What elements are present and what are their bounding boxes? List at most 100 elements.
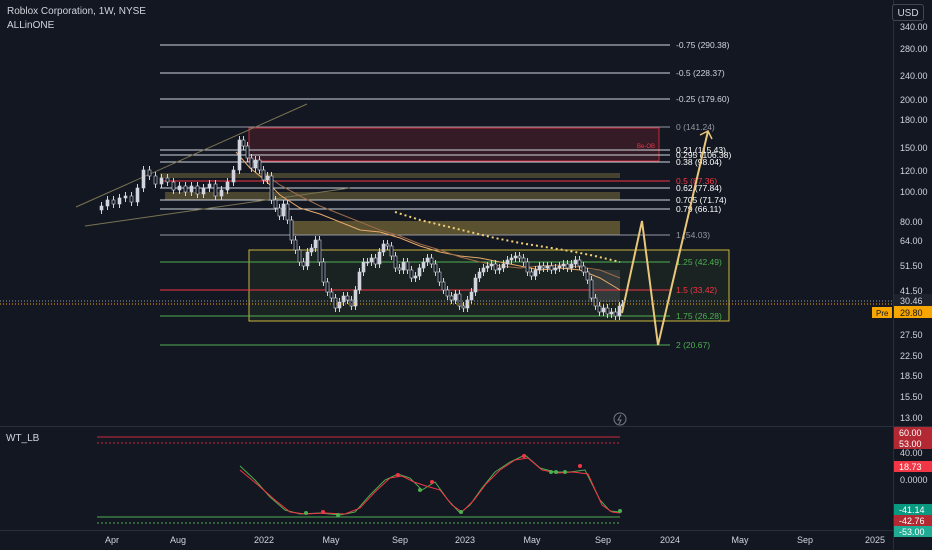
candle-body <box>213 183 218 197</box>
zone-label: Be-OB <box>637 144 655 150</box>
candle-body <box>369 257 374 263</box>
osc-badge <box>894 427 932 438</box>
candle-body <box>425 257 430 263</box>
bearish-order-block[interactable] <box>248 127 660 162</box>
candle-body <box>273 199 278 209</box>
candle-body <box>485 265 490 269</box>
lightning-bolt-icon <box>617 414 622 425</box>
candle-body <box>207 183 212 189</box>
candle-body <box>171 181 176 191</box>
trendline-upper[interactable] <box>75 103 308 208</box>
candle-body <box>593 297 598 307</box>
candle-body <box>409 269 414 279</box>
candle-body <box>337 301 342 309</box>
trendline-lower[interactable] <box>84 187 351 227</box>
candle-body <box>453 293 458 301</box>
osc-badge <box>894 461 932 472</box>
candle-body <box>225 181 230 191</box>
supply-zone-2 <box>165 192 620 200</box>
candle-body <box>325 281 330 293</box>
candle-body <box>105 199 110 207</box>
candle-body <box>333 297 338 309</box>
price-axis[interactable]: 340.00 280.00 240.00 200.00 180.00 150.00 120.… <box>900 22 928 423</box>
candle-body <box>377 251 382 265</box>
pre-label-badge <box>872 307 892 318</box>
indicator-name[interactable]: ALLinONE <box>7 20 55 31</box>
candle-body <box>277 207 282 217</box>
candle-body <box>249 157 254 169</box>
candle-body <box>147 169 152 177</box>
time-tick: 2022 <box>254 535 274 545</box>
lightning-icon[interactable] <box>613 412 627 426</box>
candle-body <box>529 271 534 277</box>
candle-body <box>581 265 586 273</box>
candle-body <box>111 199 116 205</box>
candle-body <box>301 261 306 267</box>
candle-body <box>177 185 182 191</box>
projection-path[interactable] <box>621 130 709 346</box>
candle-body <box>313 239 318 249</box>
candle-body <box>521 257 526 263</box>
osc-badge <box>894 438 932 449</box>
projection-arrow-icon <box>699 129 713 140</box>
last-price-badge <box>894 294 932 306</box>
candle-body <box>189 185 194 193</box>
price-tick: 120.00 <box>900 166 928 176</box>
price-tick: 100.00 <box>900 187 928 197</box>
candle-body <box>613 311 618 317</box>
fib-label: 0.21 (115.43) <box>676 145 726 155</box>
candle-body <box>557 265 562 269</box>
candle-body <box>265 175 270 181</box>
fib-retracement[interactable]: -0.75 (290.38) -0.5 (228.37) -0.25 (179.60… <box>160 40 731 350</box>
osc-badge-text: -42.76 <box>899 516 925 526</box>
time-tick: 2023 <box>455 535 475 545</box>
fib-label: -0.5 (228.37) <box>676 68 725 78</box>
candle-body <box>537 265 542 271</box>
candle-body <box>195 185 200 195</box>
candle-body <box>285 203 290 221</box>
candle-body <box>617 305 622 317</box>
time-tick: Apr <box>105 535 119 545</box>
candle-body <box>253 159 258 169</box>
candle-body <box>317 239 322 263</box>
candle-body <box>457 293 462 307</box>
supply-zone <box>160 173 620 178</box>
candle-body <box>477 271 482 279</box>
symbol-title[interactable]: Roblox Corporation, 1W, NYSE <box>7 6 146 17</box>
candle-body <box>601 307 606 313</box>
osc-badge-text: -41.14 <box>899 505 925 515</box>
candle-body <box>261 169 266 181</box>
time-axis[interactable]: Apr Aug 2022 May Sep 2023 May Sep 2024 May Sep 2025 <box>105 535 885 545</box>
candle-body <box>473 277 478 293</box>
fib-label: 0.38 (98.04) <box>676 157 722 167</box>
candle-body <box>573 259 578 265</box>
pre-price-badge <box>894 306 932 318</box>
candle-body <box>297 249 302 263</box>
candle-body <box>341 295 346 303</box>
candle-body <box>461 305 466 309</box>
time-tick: Sep <box>392 535 408 545</box>
candle-body <box>509 257 514 261</box>
fib-label: 1 (54.03) <box>676 230 710 240</box>
currency-button[interactable]: USD <box>892 4 924 21</box>
osc-tick: 0.0000 <box>900 475 928 485</box>
candle-body <box>397 267 402 271</box>
candle-body <box>525 261 530 273</box>
candle-body <box>393 255 398 269</box>
candle-body <box>153 175 158 185</box>
price-tick: 200.00 <box>900 95 928 105</box>
candle-body <box>549 265 554 271</box>
candle-body <box>241 139 246 147</box>
candle-body <box>585 271 590 281</box>
candle-body <box>353 289 358 307</box>
candlestick-series[interactable] <box>99 136 625 320</box>
ma-200-dots <box>394 211 621 263</box>
candle-body <box>501 263 506 269</box>
candle-body <box>117 197 122 205</box>
candle-body <box>505 259 510 265</box>
price-tick: 22.50 <box>900 351 923 361</box>
time-tick: May <box>731 535 749 545</box>
price-tick: 150.00 <box>900 143 928 153</box>
